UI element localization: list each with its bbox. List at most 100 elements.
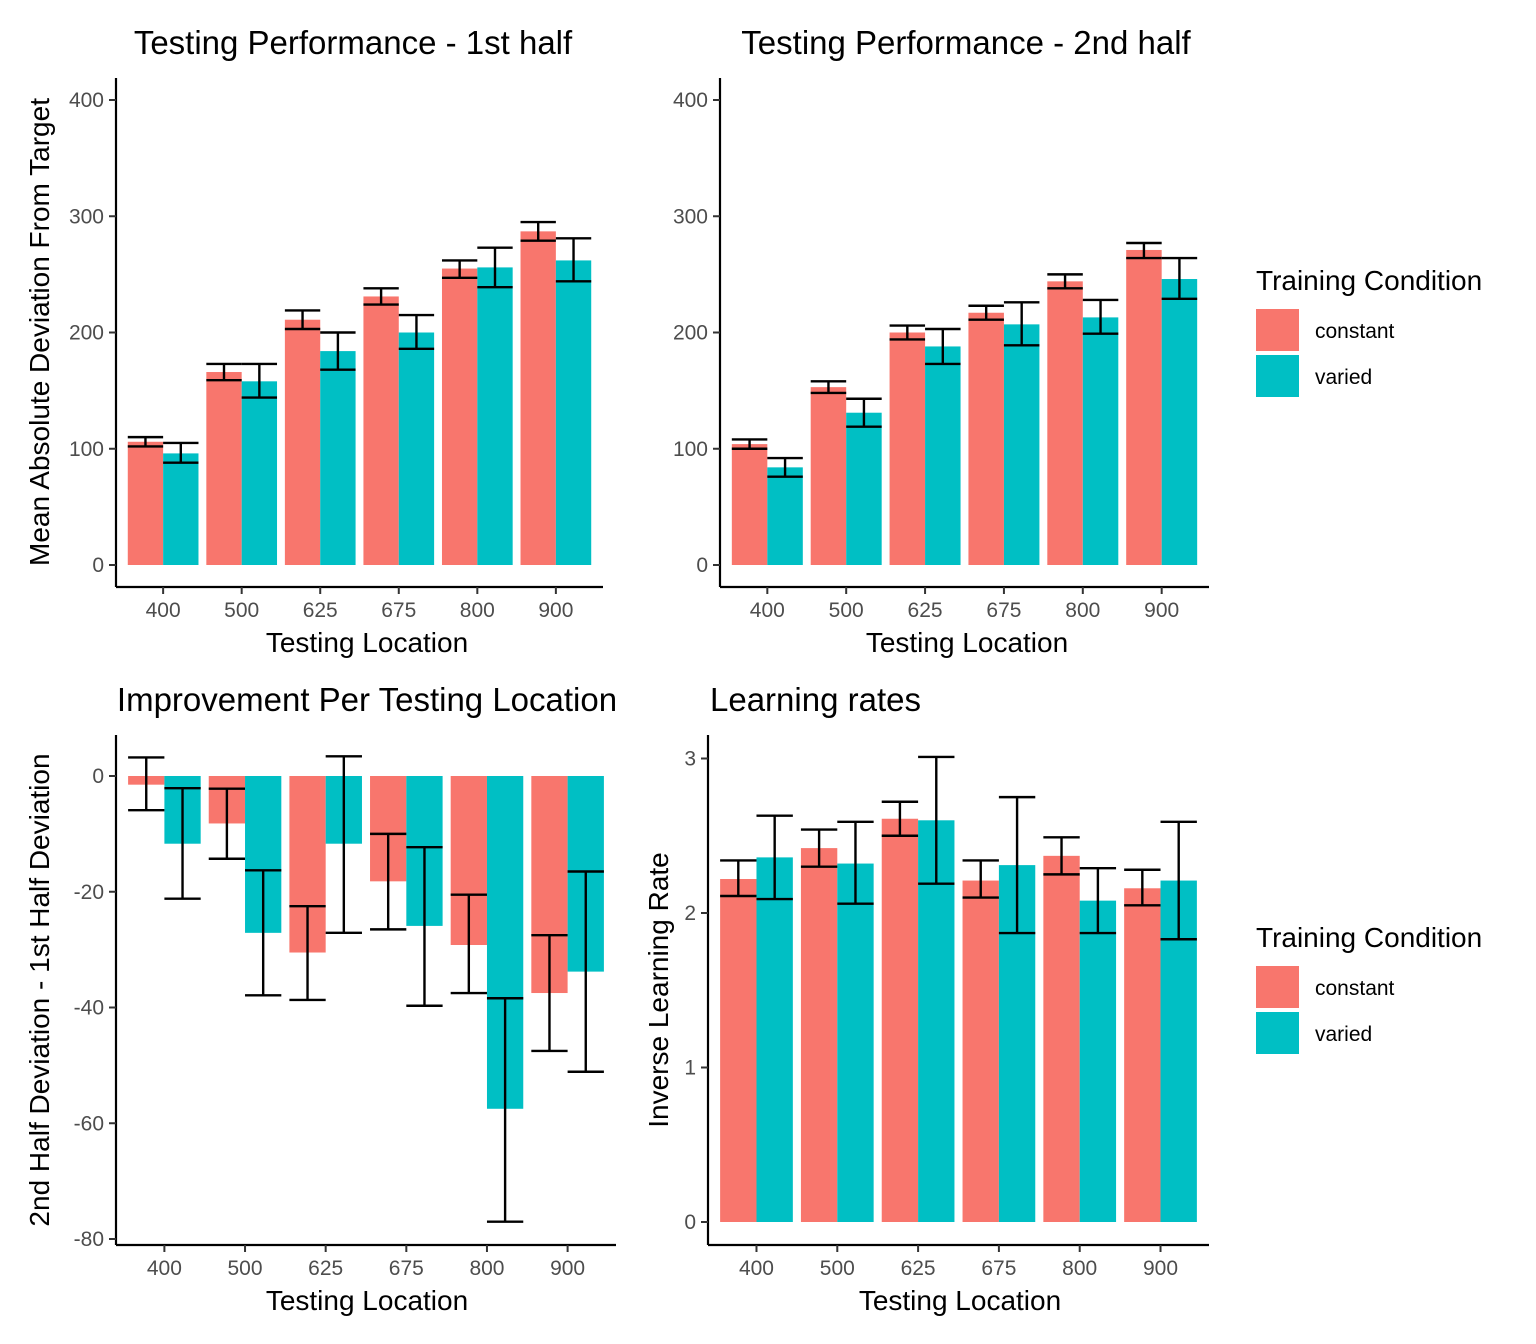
x-tick-label: 900 xyxy=(1144,599,1179,622)
legend-title: Training Condition xyxy=(1256,922,1482,953)
error-bar-varied-400 xyxy=(756,814,793,901)
x-tick-label: 800 xyxy=(469,1257,504,1280)
error-bar-varied-675 xyxy=(1003,301,1040,347)
error-bar-constant-625 xyxy=(881,800,919,837)
legend-key-constant xyxy=(1256,309,1299,351)
error-bar-varied-900 xyxy=(555,237,592,283)
x-tick-label: 500 xyxy=(829,599,864,622)
y-tick-label: 100 xyxy=(69,438,104,461)
y-tick-label: 2 xyxy=(684,902,696,925)
panel-title: Testing Performance - 2nd half xyxy=(741,24,1191,61)
y-tick-label: -60 xyxy=(74,1112,104,1135)
panel-testing-performance-1st-half: Testing Performance - 1st half Testing L… xyxy=(24,24,603,658)
bar-constant-800 xyxy=(1047,281,1083,565)
error-bar-constant-625 xyxy=(289,905,326,1002)
x-tick-label: 800 xyxy=(1062,1257,1097,1280)
error-bar-constant-800 xyxy=(450,893,487,995)
error-bar-constant-800 xyxy=(1043,836,1080,876)
bar-varied-900 xyxy=(555,260,592,565)
bar-varied-675 xyxy=(398,332,435,565)
error-bar-constant-800 xyxy=(1047,273,1083,290)
error-bar-varied-500 xyxy=(846,397,882,428)
bar-varied-400 xyxy=(163,453,199,565)
bar-constant-400 xyxy=(731,444,768,565)
error-bar-varied-675 xyxy=(998,795,1036,935)
error-bar-varied-625 xyxy=(320,331,356,371)
y-tick-label: 1 xyxy=(684,1057,696,1080)
x-tick-label: 900 xyxy=(538,599,573,622)
bar-varied-675 xyxy=(1003,324,1040,565)
error-bar-constant-675 xyxy=(370,832,407,931)
error-bar-varied-625 xyxy=(918,755,955,885)
legend-key-varied xyxy=(1256,355,1299,397)
error-bar-constant-500 xyxy=(208,787,246,860)
bar-varied-625 xyxy=(918,820,955,1222)
x-axis-label: Testing Location xyxy=(866,627,1068,658)
error-bar-varied-500 xyxy=(245,869,282,997)
bar-constant-625 xyxy=(889,332,926,565)
error-bar-constant-500 xyxy=(800,828,838,868)
bar-constant-500 xyxy=(206,372,242,565)
y-tick-label: 400 xyxy=(673,89,708,112)
x-axis-label: Testing Location xyxy=(266,1285,468,1316)
error-bar-constant-400 xyxy=(720,859,757,898)
bar-constant-625 xyxy=(284,319,321,565)
error-bar-constant-675 xyxy=(968,304,1004,321)
y-tick-label: 200 xyxy=(69,322,104,345)
bar-constant-500 xyxy=(800,848,838,1222)
bar-constant-675 xyxy=(363,296,399,565)
x-tick-label: 625 xyxy=(303,599,338,622)
y-axis-label: Inverse Learning Rate xyxy=(643,852,674,1128)
error-bar-constant-675 xyxy=(962,859,999,899)
legend-top: Training Condition constant varied xyxy=(1256,265,1482,397)
legend-key-varied xyxy=(1256,1012,1299,1054)
bar-varied-800 xyxy=(1079,900,1117,1222)
y-tick-label: -80 xyxy=(74,1228,104,1251)
error-bar-varied-800 xyxy=(477,246,513,289)
error-bar-varied-500 xyxy=(837,820,874,905)
legend-bottom: Training Condition constant varied xyxy=(1256,922,1482,1054)
error-bar-varied-800 xyxy=(1079,866,1117,935)
legend-key-constant xyxy=(1256,966,1299,1008)
error-bar-varied-800 xyxy=(1082,298,1119,335)
x-tick-label: 675 xyxy=(986,599,1021,622)
error-bar-constant-900 xyxy=(520,220,556,242)
y-tick-label: 200 xyxy=(673,322,708,345)
bar-varied-500 xyxy=(837,863,874,1222)
panel-improvement-per-testing-location: Improvement Per Testing Location Testing… xyxy=(24,681,617,1316)
error-bar-constant-625 xyxy=(284,309,321,331)
x-tick-label: 400 xyxy=(146,599,181,622)
error-bar-varied-625 xyxy=(325,755,362,935)
error-bar-constant-800 xyxy=(441,259,478,280)
error-bar-constant-400 xyxy=(127,435,164,448)
bar-constant-675 xyxy=(968,312,1004,565)
y-tick-label: 3 xyxy=(684,748,696,771)
y-tick-label: -40 xyxy=(74,997,104,1020)
error-bar-varied-900 xyxy=(1161,256,1198,300)
error-bar-varied-400 xyxy=(767,456,803,478)
error-bar-constant-500 xyxy=(206,362,242,382)
y-tick-label: 0 xyxy=(92,765,104,788)
y-tick-label: 400 xyxy=(69,89,104,112)
error-bar-varied-900 xyxy=(567,870,604,1073)
error-bar-varied-800 xyxy=(486,997,524,1223)
error-bar-varied-400 xyxy=(164,786,201,900)
error-bar-constant-900 xyxy=(1126,241,1162,260)
bar-varied-400 xyxy=(767,467,803,565)
bar-varied-500 xyxy=(241,381,278,565)
bar-constant-400 xyxy=(127,441,164,565)
x-axis-label: Testing Location xyxy=(859,1285,1061,1316)
error-bar-constant-900 xyxy=(531,933,568,1053)
error-bar-constant-625 xyxy=(889,324,926,341)
bar-constant-900 xyxy=(520,231,556,566)
x-tick-label: 900 xyxy=(1143,1257,1178,1280)
legend-title: Training Condition xyxy=(1256,265,1482,296)
bar-varied-500 xyxy=(846,412,882,565)
x-tick-label: 400 xyxy=(739,1257,774,1280)
y-tick-label: 0 xyxy=(92,554,104,577)
x-tick-label: 625 xyxy=(908,599,943,622)
bar-varied-625 xyxy=(925,346,961,565)
error-bar-varied-675 xyxy=(398,313,435,350)
y-tick-label: 0 xyxy=(684,1211,696,1234)
